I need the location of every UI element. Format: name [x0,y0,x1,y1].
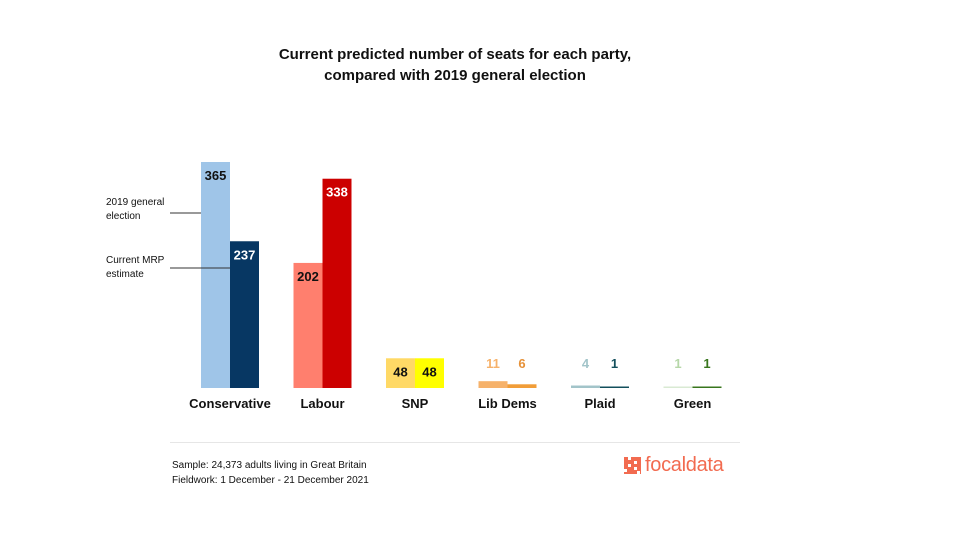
data-label-labour-mrp: 338 [326,185,348,200]
focaldata-logo-icon [624,456,641,474]
bar-snp-mrp [415,358,444,388]
footer-divider [170,442,740,443]
annotation-2019-line-2: election [106,211,141,222]
annotation-mrp: Current MRP estimate [106,254,176,282]
bar-plaid-mrp [600,386,629,388]
bar-green-mrp [692,386,722,388]
bar-labour-2019 [293,262,323,388]
annotation-2019-line-1: 2019 general [106,197,165,208]
data-label-conservative-2019: 365 [205,168,227,183]
data-label-snp-mrp: 48 [422,364,436,379]
data-label-green-mrp: 1 [703,356,710,371]
data-label-labour-2019: 202 [297,269,319,284]
bar-lib-dems-2019 [478,381,508,388]
annotation-mrp-line-1: Current MRP [106,255,165,266]
chart-title: Current predicted number of seats for ea… [0,44,910,86]
category-label-snp: SNP [402,396,429,411]
data-label-lib-dems-2019: 11 [486,356,500,371]
annotation-mrp-line-2: estimate [106,269,144,280]
chart-title-line-2: compared with 2019 general election [324,67,586,84]
category-label-plaid: Plaid [584,396,615,411]
bar-conservative-mrp [230,241,259,388]
bar-labour-mrp [322,178,352,388]
category-label-labour: Labour [300,396,344,411]
data-label-conservative-mrp: 237 [234,247,256,262]
category-label-conservative: Conservative [189,396,271,411]
sample-note: Sample: 24,373 adults living in Great Br… [172,460,367,471]
chart-title-line-1: Current predicted number of seats for ea… [278,46,632,63]
data-label-snp-2019: 48 [393,364,407,379]
category-label-lib-dems: Lib Dems [478,396,537,411]
bar-lib-dems-mrp [507,384,537,388]
data-label-plaid-2019: 4 [582,356,590,371]
annotation-2019: 2019 general election [106,196,176,224]
footer-notes: Sample: 24,373 adults living in Great Br… [172,458,369,488]
focaldata-logo: focaldata [624,453,724,477]
fieldwork-note: Fieldwork: 1 December - 21 December 2021 [172,475,369,486]
data-label-plaid-mrp: 1 [611,356,618,371]
bar-plaid-2019 [571,385,600,388]
category-label-green: Green [674,396,712,411]
data-label-lib-dems-mrp: 6 [518,356,525,371]
bar-conservative-2019 [201,162,230,388]
bar-snp-2019 [386,358,415,388]
data-label-green-2019: 1 [674,356,681,371]
focaldata-logo-text: focaldata [645,453,724,476]
bar-green-2019 [663,386,693,388]
